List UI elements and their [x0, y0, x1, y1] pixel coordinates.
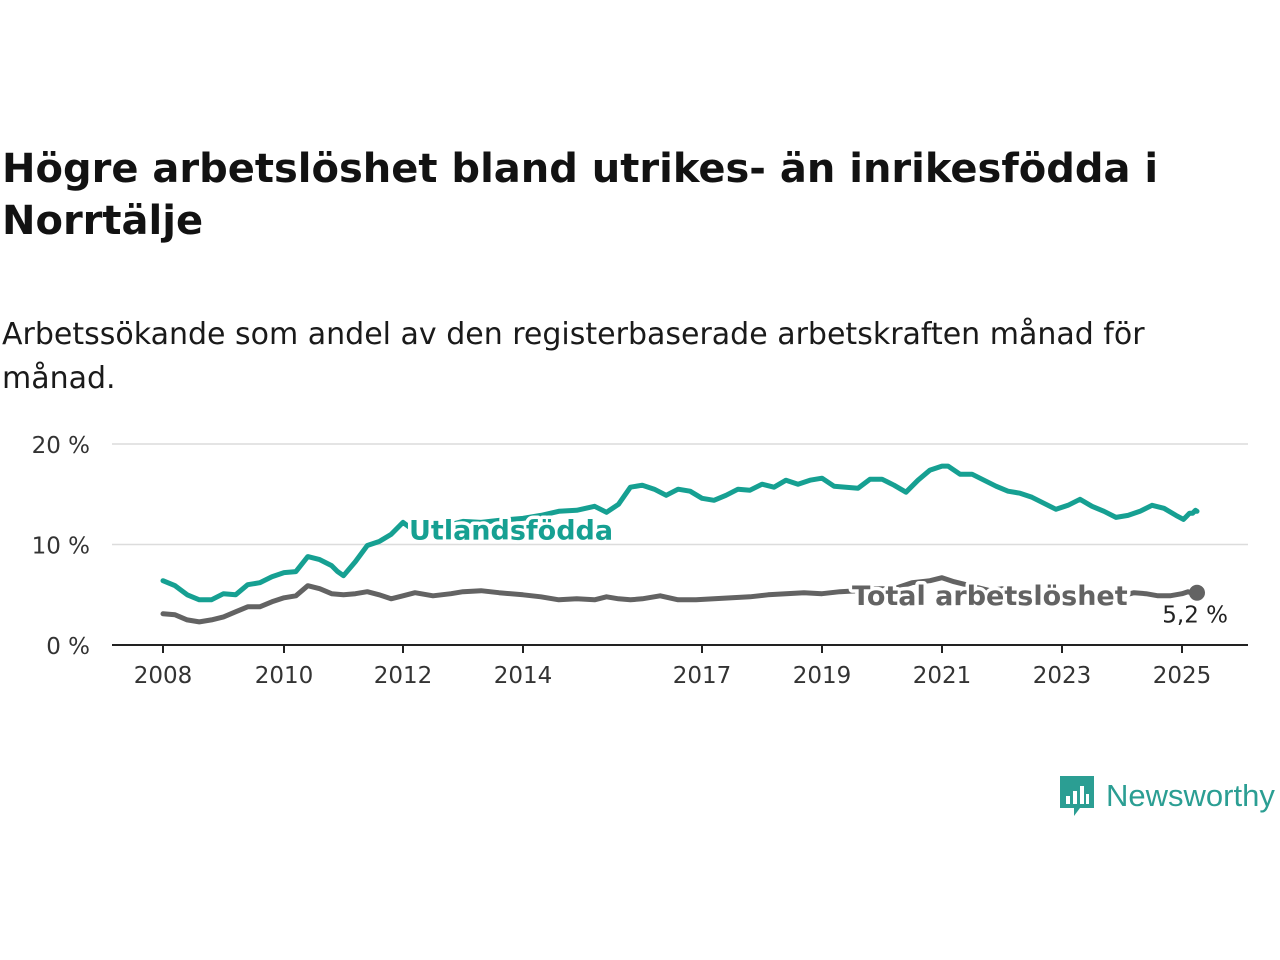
line-chart: 0 % 10 % 20 % 2008 2010 2012 2014 2017 2019 2021 2… — [32, 433, 1248, 689]
chart-subtitle: Arbetssökande som andel av den registerb… — [2, 317, 1145, 396]
x-tick-label: 2021 — [913, 663, 972, 689]
x-tick-label: 2010 — [255, 663, 314, 689]
newsworthy-logo: Newsworthy — [1058, 772, 1275, 820]
x-tick-label: 2012 — [374, 663, 433, 689]
y-tick-label: 10 % — [32, 534, 90, 560]
x-tick-label: 2023 — [1033, 663, 1092, 689]
x-tick-label: 2014 — [494, 663, 553, 689]
y-tick-label: 20 % — [32, 433, 90, 459]
y-tick-label: 0 % — [46, 634, 90, 660]
chart-title: Högre arbetslöshet bland utrikes- än inr… — [2, 146, 1159, 244]
series-line-utlandsfödda — [160, 463, 1200, 603]
x-tick-label: 2017 — [673, 663, 732, 689]
series-label: Total arbetslöshet — [852, 581, 1128, 612]
newsworthy-bar-chart-icon — [1060, 776, 1094, 816]
last-value-dot — [1189, 584, 1205, 601]
last-value-label: 5,2 % — [1162, 603, 1228, 629]
series-label: Utlandsfödda — [409, 515, 613, 546]
x-tick-label: 2019 — [793, 663, 852, 689]
series-line-total-arbetslöshet — [160, 575, 1200, 625]
brand-name: Newsworthy — [1106, 778, 1275, 813]
x-tick-label: 2008 — [134, 663, 193, 689]
x-tick-label: 2025 — [1153, 663, 1212, 689]
